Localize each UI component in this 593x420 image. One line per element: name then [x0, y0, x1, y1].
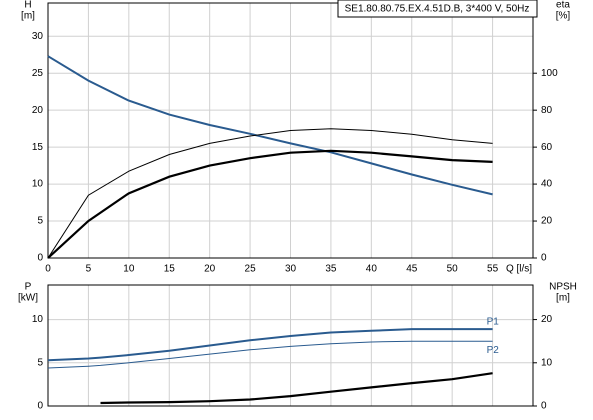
y-axis-unit: [kW] — [18, 293, 38, 304]
x-tick-label: 45 — [406, 264, 418, 275]
y2-axis-label: eta — [556, 0, 570, 11]
series-line — [47, 149, 493, 259]
y2-tick-label: 40 — [541, 179, 553, 190]
chart-title: SE1.80.80.75.EX.4.51D.B, 3*400 V, 50Hz — [345, 4, 530, 15]
y-tick-label: 0 — [37, 401, 43, 412]
x-tick-label: 35 — [325, 264, 337, 275]
x-axis-label: Q [l/s] — [506, 264, 532, 275]
y-tick-label: 10 — [32, 314, 44, 325]
y2-tick-label: 60 — [541, 142, 553, 153]
series-line — [47, 340, 493, 369]
y2-tick-label: 100 — [541, 68, 558, 79]
x-tick-label: 50 — [447, 264, 459, 275]
y2-tick-label: 20 — [541, 216, 553, 227]
y-tick-label: 0 — [37, 253, 43, 264]
y-tick-label: 30 — [32, 31, 44, 42]
y-axis-label: H — [24, 0, 31, 11]
x-tick-label: 55 — [487, 264, 499, 275]
x-tick-label: 25 — [245, 264, 257, 275]
y-tick-label: 10 — [32, 179, 44, 190]
y2-tick-label: 0 — [541, 253, 547, 264]
y2-tick-label: 20 — [541, 314, 553, 325]
x-tick-label: 30 — [285, 264, 297, 275]
y-axis-label: P — [25, 282, 32, 293]
series-line — [100, 372, 493, 405]
x-tick-label: 15 — [164, 264, 176, 275]
y2-tick-label: 80 — [541, 105, 553, 116]
y-tick-label: 15 — [32, 142, 44, 153]
y2-tick-label: 0 — [541, 401, 547, 412]
y-tick-label: 5 — [37, 357, 43, 368]
series-line — [47, 128, 493, 259]
y-axis-unit: [m] — [21, 11, 35, 22]
title-box — [337, 0, 538, 18]
y-tick-label: 25 — [32, 68, 44, 79]
plot-frame — [47, 2, 534, 259]
plot-frame — [47, 284, 534, 407]
y2-axis-label: NPSH — [549, 282, 577, 293]
x-tick-label: 10 — [123, 264, 135, 275]
y2-axis-unit: [m] — [556, 293, 570, 304]
x-tick-label: 40 — [366, 264, 378, 275]
series-label: P2 — [487, 345, 500, 356]
x-tick-label: 20 — [204, 264, 216, 275]
y-tick-label: 5 — [37, 216, 43, 227]
series-label: P1 — [487, 317, 500, 328]
series-line — [47, 55, 493, 196]
x-tick-label: 0 — [45, 264, 51, 275]
series-line — [47, 328, 493, 362]
y2-tick-label: 10 — [541, 357, 553, 368]
x-tick-label: 5 — [86, 264, 92, 275]
y2-axis-unit: [%] — [556, 11, 571, 22]
y-tick-label: 20 — [32, 105, 44, 116]
